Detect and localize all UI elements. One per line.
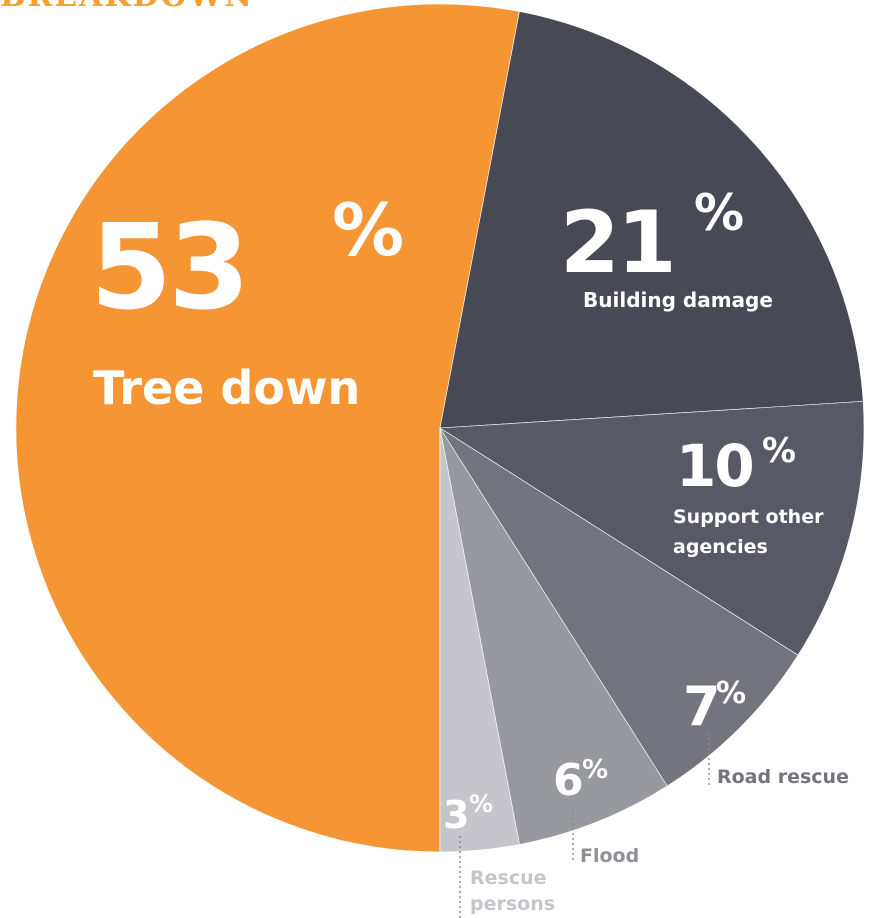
pie-slices — [15, 3, 865, 853]
pie-slice-building — [439, 11, 864, 429]
category-label-road: Road rescue — [717, 766, 849, 788]
category-label-building: Building damage — [583, 288, 773, 312]
pie-labels: 53 % Tree down 21 % Building damage 10 %… — [90, 184, 849, 918]
pct-sign-rescue: % — [469, 790, 493, 818]
value-label-flood: 6 — [553, 755, 584, 806]
category-label-rescue-line1: Rescue — [470, 867, 547, 889]
pct-sign-road: % — [716, 676, 746, 711]
category-label-flood: Flood — [580, 845, 639, 867]
category-label-support-line1: Support other — [673, 506, 824, 528]
pie-slice-tree — [15, 3, 520, 853]
category-label-tree: Tree down — [93, 361, 360, 415]
pie-slice-flood — [439, 427, 668, 845]
value-label-building: 21 — [560, 193, 674, 293]
pct-sign-support: % — [762, 431, 796, 471]
chart-title-fragment: BREAKDOWN — [0, 0, 254, 14]
value-label-tree: 53 — [90, 198, 246, 336]
category-label-support-line2: agencies — [673, 536, 768, 558]
pct-sign-tree: % — [332, 188, 404, 272]
category-label-rescue-line2: persons — [470, 893, 555, 915]
pie-slice-support — [439, 401, 865, 656]
pct-sign-flood: % — [582, 755, 608, 785]
value-label-rescue: 3 — [443, 793, 469, 837]
pie-slice-rescue — [439, 427, 520, 853]
value-label-support: 10 — [676, 432, 753, 500]
value-label-road: 7 — [683, 675, 721, 738]
pct-sign-building: % — [694, 184, 744, 242]
pie-slice-road — [439, 427, 799, 787]
